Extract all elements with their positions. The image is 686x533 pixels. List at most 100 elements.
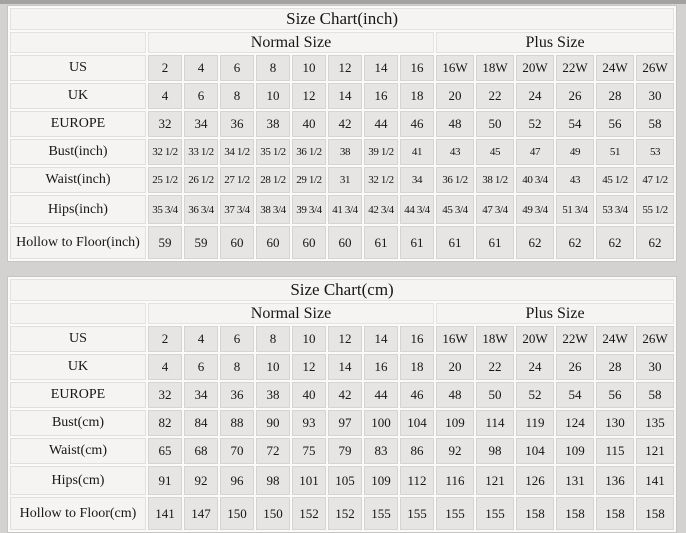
table-gap	[0, 262, 686, 276]
size-cell: 112	[400, 466, 434, 495]
size-cell: 30	[636, 83, 675, 109]
table-row: Waist(inch) 25 1/2 26 1/2 27 1/2 28 1/2 29 1/…	[10, 167, 675, 193]
size-cell: 10	[256, 83, 290, 109]
size-cell: 109	[556, 438, 594, 464]
table-row: US 2 4 6 8 10 12 14 16 16W 18W 20W 22W 24W 26W	[10, 326, 675, 352]
size-cell: 8	[220, 354, 254, 380]
size-cell: 16	[364, 354, 398, 380]
size-cell: 36	[220, 382, 254, 408]
size-cell: 109	[364, 466, 398, 495]
size-cell: 34	[400, 167, 434, 193]
size-cell: 155	[364, 497, 398, 530]
size-cell: 53	[636, 139, 675, 165]
size-cell: 4	[184, 326, 218, 352]
size-cell: 32	[148, 382, 182, 408]
size-cell: 25 1/2	[148, 167, 182, 193]
size-cell: 38 1/2	[476, 167, 514, 193]
group-header-plus: Plus Size	[436, 303, 675, 324]
table-row: Hips(inch) 35 3/4 36 3/4 37 3/4 38 3/4 39 3/4…	[10, 195, 675, 224]
size-cell: 147	[184, 497, 218, 530]
size-cell: 92	[436, 438, 474, 464]
size-cell: 24	[516, 354, 554, 380]
size-cell: 82	[148, 410, 182, 436]
size-cell: 24W	[596, 326, 634, 352]
size-cell: 41	[400, 139, 434, 165]
size-cell: 31	[328, 167, 362, 193]
size-cell: 75	[292, 438, 326, 464]
size-cell: 130	[596, 410, 634, 436]
size-cell: 34	[184, 111, 218, 137]
table-row: Waist(cm) 65 68 70 72 75 79 83 86 92 98 104 109 115 12…	[10, 438, 675, 464]
row-label: Bust(cm)	[10, 410, 146, 436]
size-cell: 119	[516, 410, 554, 436]
size-cell: 4	[184, 55, 218, 81]
size-cell: 16	[400, 326, 434, 352]
size-cell: 49 3/4	[516, 195, 554, 224]
size-cell: 92	[184, 466, 218, 495]
size-cell: 22W	[556, 55, 594, 81]
size-cell: 26W	[636, 326, 675, 352]
size-cell: 24	[516, 83, 554, 109]
size-cell: 61	[364, 226, 398, 259]
table-row: US 2 4 6 8 10 12 14 16 16W 18W 20W 22W 24W 26W	[10, 55, 675, 81]
size-cell: 104	[400, 410, 434, 436]
size-cell: 86	[400, 438, 434, 464]
row-label: Bust(inch)	[10, 139, 146, 165]
top-strip	[0, 0, 686, 4]
size-cell: 60	[220, 226, 254, 259]
size-cell: 6	[184, 354, 218, 380]
table-title-row: Size Chart(cm)	[10, 279, 675, 301]
size-cell: 28 1/2	[256, 167, 290, 193]
size-cell: 72	[256, 438, 290, 464]
table-title-row: Size Chart(inch)	[10, 8, 675, 30]
size-cell: 10	[292, 55, 326, 81]
size-cell: 18W	[476, 326, 514, 352]
size-cell: 38	[256, 382, 290, 408]
size-cell: 84	[184, 410, 218, 436]
table-row: EUROPE 32 34 36 38 40 42 44 46 48 50 52 54 56 58	[10, 111, 675, 137]
size-cell: 42 3/4	[364, 195, 398, 224]
size-cell: 16W	[436, 326, 474, 352]
table-row: UK 4 6 8 10 12 14 16 18 20 22 24 26 28 30	[10, 354, 675, 380]
size-cell: 10	[256, 354, 290, 380]
size-cell: 135	[636, 410, 675, 436]
size-cell: 150	[220, 497, 254, 530]
size-cell: 41 3/4	[328, 195, 362, 224]
size-cell: 61	[436, 226, 474, 259]
size-cell: 93	[292, 410, 326, 436]
size-cell: 26	[556, 83, 594, 109]
size-cell: 35 1/2	[256, 139, 290, 165]
table-row: Bust(cm) 82 84 88 90 93 97 100 104 109 114 119 124 13…	[10, 410, 675, 436]
size-cell: 56	[596, 382, 634, 408]
table-row: UK 4 6 8 10 12 14 16 18 20 22 24 26 28 30	[10, 83, 675, 109]
size-cell: 44	[364, 382, 398, 408]
size-cell: 39 3/4	[292, 195, 326, 224]
group-header-plus: Plus Size	[436, 32, 675, 53]
size-cell: 20	[436, 83, 474, 109]
size-chart-inch-table: Size Chart(inch) Normal Size Plus Size U…	[7, 5, 678, 262]
size-cell: 62	[596, 226, 634, 259]
size-cell: 22	[476, 354, 514, 380]
table-row: Bust(inch) 32 1/2 33 1/2 34 1/2 35 1/2 36 1/2…	[10, 139, 675, 165]
size-cell: 70	[220, 438, 254, 464]
group-header-normal: Normal Size	[148, 303, 434, 324]
size-cell: 104	[516, 438, 554, 464]
size-cell: 60	[328, 226, 362, 259]
size-cell: 79	[328, 438, 362, 464]
size-cell: 12	[328, 326, 362, 352]
size-cell: 12	[292, 354, 326, 380]
row-label: US	[10, 326, 146, 352]
size-cell: 12	[292, 83, 326, 109]
size-cell: 47 1/2	[636, 167, 675, 193]
size-cell: 60	[256, 226, 290, 259]
size-cell: 44 3/4	[400, 195, 434, 224]
size-cell: 62	[636, 226, 675, 259]
size-cell: 114	[476, 410, 514, 436]
size-cell: 2	[148, 55, 182, 81]
size-cell: 28	[596, 83, 634, 109]
size-cell: 16	[364, 83, 398, 109]
size-cell: 32	[148, 111, 182, 137]
size-cell: 14	[328, 83, 362, 109]
size-cell: 16	[400, 55, 434, 81]
size-cell: 54	[556, 382, 594, 408]
